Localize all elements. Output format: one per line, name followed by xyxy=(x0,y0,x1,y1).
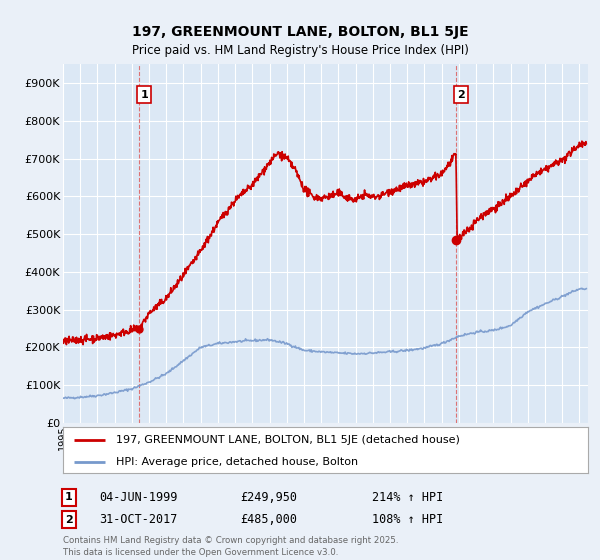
Text: 197, GREENMOUNT LANE, BOLTON, BL1 5JE (detached house): 197, GREENMOUNT LANE, BOLTON, BL1 5JE (d… xyxy=(115,435,460,445)
Text: 214% ↑ HPI: 214% ↑ HPI xyxy=(372,491,443,504)
Text: 108% ↑ HPI: 108% ↑ HPI xyxy=(372,513,443,526)
Text: 1: 1 xyxy=(140,90,148,100)
Text: 2: 2 xyxy=(65,515,73,525)
Text: 197, GREENMOUNT LANE, BOLTON, BL1 5JE: 197, GREENMOUNT LANE, BOLTON, BL1 5JE xyxy=(131,25,469,39)
Text: £485,000: £485,000 xyxy=(240,513,297,526)
Text: 04-JUN-1999: 04-JUN-1999 xyxy=(99,491,178,504)
Text: 1: 1 xyxy=(65,492,73,502)
Text: 31-OCT-2017: 31-OCT-2017 xyxy=(99,513,178,526)
Text: HPI: Average price, detached house, Bolton: HPI: Average price, detached house, Bolt… xyxy=(115,457,358,466)
Text: Price paid vs. HM Land Registry's House Price Index (HPI): Price paid vs. HM Land Registry's House … xyxy=(131,44,469,57)
Text: £249,950: £249,950 xyxy=(240,491,297,504)
Text: Contains HM Land Registry data © Crown copyright and database right 2025.
This d: Contains HM Land Registry data © Crown c… xyxy=(63,536,398,557)
Text: 2: 2 xyxy=(457,90,465,100)
